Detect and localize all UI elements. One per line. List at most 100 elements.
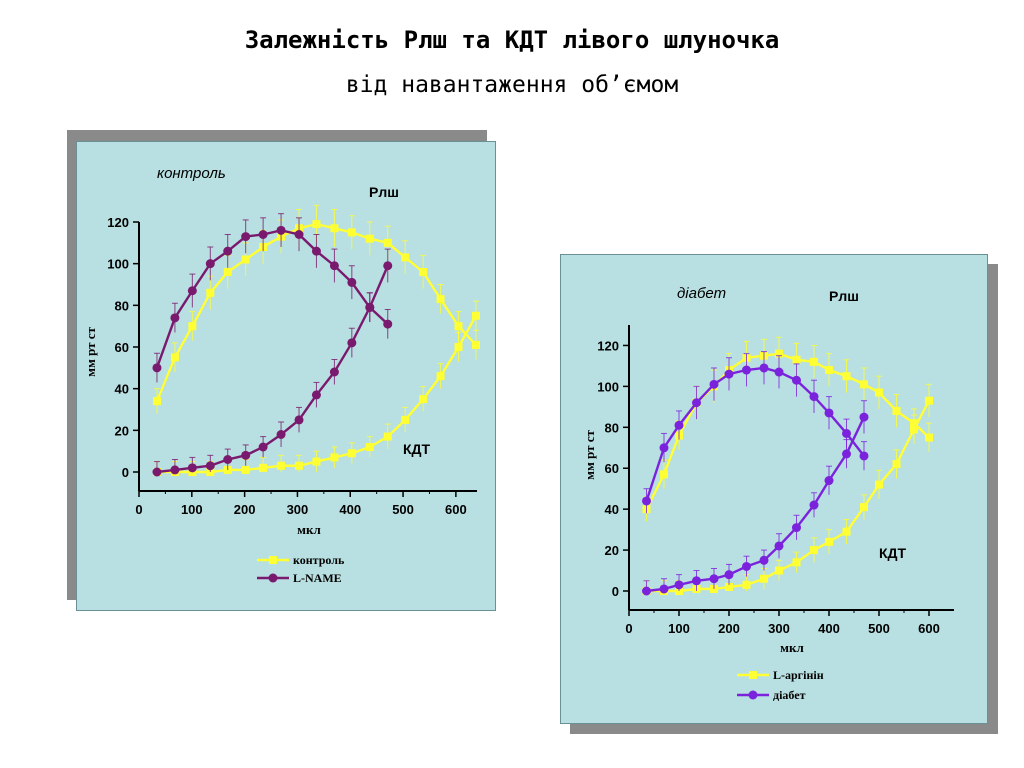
legend-label: L-NAME [293,571,342,585]
data-point [642,496,651,506]
data-point [842,527,851,536]
data-point [365,443,374,451]
data-point [170,353,179,362]
x-tick-label: 500 [868,621,890,636]
legend-item: L-NAME [257,571,342,585]
data-point [859,412,869,422]
data-point [454,322,463,331]
data-point [809,392,819,402]
data-point [383,432,392,441]
data-point [824,408,834,418]
chart-control: 0 20 40 60 80 100 120 0 100 200 300 400 500 600 мкл мм … [83,165,480,585]
data-point [419,395,428,404]
data-point [775,349,783,358]
data-point [824,476,834,486]
data-point [311,390,321,400]
data-point [859,451,869,461]
y-axis-label: мм рт ст [83,326,98,376]
data-point [892,460,901,469]
panel-label: контроль [157,165,226,182]
y-tick-label: 100 [107,257,129,272]
data-point [188,322,197,331]
data-point [241,465,250,474]
y-tick-label: 0 [122,465,129,480]
x-tick-label: 200 [234,502,256,517]
data-point [436,295,445,304]
x-tick-label: 0 [625,621,632,636]
x-tick-label: 100 [668,621,690,636]
data-point [347,277,357,287]
x-tick-label: 400 [339,502,361,517]
x-tick-label: 400 [818,621,840,636]
data-point [742,365,751,375]
data-point [294,230,304,239]
data-point [365,234,374,243]
data-point [692,576,701,586]
data-point [742,580,751,589]
data-point [792,375,801,385]
legend-item: L-аргінін [737,668,824,682]
y-tick-label: 40 [115,382,129,397]
data-point [187,286,197,296]
series-line-kdt [646,400,931,593]
y-tick-label: 40 [605,502,619,517]
data-point [674,420,684,430]
data-point [276,225,286,235]
legend-marker [268,573,278,583]
x-tick-label: 300 [287,502,309,517]
legend-marker [749,671,757,679]
data-point [471,311,480,320]
x-tick-label: 300 [768,621,790,636]
y-tick-label: 100 [597,379,619,394]
data-point [258,230,268,239]
series-treatment [642,351,869,596]
data-point [810,357,818,366]
data-point [809,500,819,510]
data-point [223,455,233,464]
legend-label: L-аргінін [773,668,824,682]
data-point [842,449,851,459]
data-point [910,425,918,434]
y-tick-label: 20 [115,423,129,438]
data-point [875,480,883,489]
data-point [295,461,304,470]
y-tick-label: 60 [115,340,129,355]
data-point [774,367,784,377]
data-point [205,259,215,269]
data-point [223,246,233,256]
data-point [709,379,719,389]
data-point [223,268,232,276]
x-axis-label: мкл [780,640,804,655]
legend-item: діабет [737,688,806,702]
data-point [454,343,463,351]
data-point [311,246,321,256]
data-point [383,319,393,329]
x-tick-label: 600 [445,502,467,517]
legend-marker [748,690,758,700]
data-point [383,261,393,271]
chart-panel-diabetes: 0 20 40 60 80 100 120 0 100 200 300 400 500 600 мкл мм … [560,254,988,724]
x-tick-label: 0 [135,502,142,517]
data-point [692,398,701,408]
data-point [419,268,428,276]
data-point [724,570,734,580]
data-point [792,558,801,567]
data-point [674,580,684,590]
data-point [775,566,783,575]
annotation-kdt: КДТ [403,441,431,457]
y-tick-label: 120 [597,338,619,353]
data-point [241,232,251,242]
data-point [759,363,769,373]
data-point [401,253,410,262]
y-tick-label: 60 [605,461,619,476]
x-tick-label: 200 [718,621,740,636]
slide-title: Залежність Рлш та КДТ лівого шлуночка [244,26,780,54]
x-tick-label: 500 [392,502,414,517]
legend-item: контроль [257,553,345,567]
y-axis-label: мм рт ст [582,429,597,479]
panel-label: діабет [677,285,726,302]
data-point [152,363,162,373]
data-point [241,450,251,460]
annotation-kdt: КДТ [879,545,907,561]
data-point [436,372,445,381]
